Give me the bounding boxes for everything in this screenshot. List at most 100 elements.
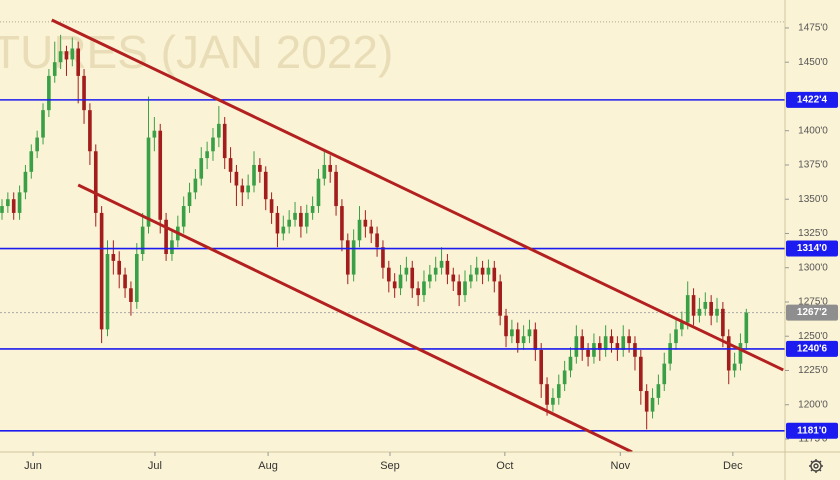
candle-body [498,281,502,316]
y-tick-label: 1375'0 [798,160,828,171]
candle-body [656,384,661,398]
candle-body [592,343,596,357]
candle-body [674,329,678,344]
candle-body [23,171,28,193]
candle-body [597,343,602,350]
candle-body [644,391,649,412]
candle-body [386,267,391,282]
candle-body [52,62,57,76]
candle-body [445,260,450,275]
candle-body [299,212,303,227]
candle-body [205,151,209,159]
candle-body [404,267,409,275]
candle-body [129,288,133,302]
candle-body [17,192,22,213]
candle-body [416,288,420,296]
candle-body [287,219,291,227]
candle-body [668,343,672,364]
candle-body [64,51,69,60]
candle-body [492,267,497,282]
candle-body [29,151,34,172]
candle-body [703,301,708,309]
candle-body [164,219,168,255]
candle-body [568,356,573,371]
level-label: 1422'4 [797,95,828,106]
level-label-box [786,240,838,257]
candle-body [0,206,4,213]
candle-body [398,274,403,289]
candle-body [515,329,520,344]
candle-body [697,308,702,316]
candle-body [615,343,620,350]
candle-body [345,240,350,275]
candle-body [580,336,585,350]
y-tick-label: 1200'0 [798,399,828,410]
candle-body [574,336,579,357]
x-tick-label: Sep [380,460,400,472]
candle-body [281,226,286,234]
candle-body [11,199,16,213]
candle-body [88,110,92,152]
candle-body [76,48,81,76]
y-tick-label: 1400'0 [798,125,828,136]
candle-body [293,212,297,220]
trend-line [51,18,784,372]
candle-body [123,274,127,289]
y-tick-label: 1275'0 [798,297,828,308]
candle-body [340,206,344,241]
x-tick-label: Dec [723,460,743,472]
candle-body [111,254,116,261]
candle-body [246,185,250,193]
level-label-box [786,340,838,357]
candle-body [146,137,151,227]
candle-body [47,75,51,111]
candle-body [539,349,544,385]
candle-body [721,308,725,337]
candle-body [662,363,667,385]
candle-body [562,370,567,385]
candle-body [457,281,461,296]
candle-body [551,397,555,405]
candle-body [234,171,239,186]
candle-body [228,158,233,172]
candle-body [527,329,532,337]
candle-body [650,397,655,412]
level-label: 1240'6 [797,344,828,355]
candle-body [609,336,614,344]
candle-body [685,295,690,323]
settings-icon[interactable] [809,459,823,473]
last-price-label: 1267'2 [797,307,828,318]
candle-body [252,164,256,186]
candle-body [199,158,204,179]
candle-body [691,295,696,316]
candle-body [428,274,432,282]
candle-body [732,363,737,371]
x-tick-label: Nov [611,460,631,472]
candle-body [680,322,684,330]
candle-body [369,226,374,234]
y-tick-label: 1325'0 [798,228,828,239]
candle-body [375,233,379,248]
candle-body [463,281,467,296]
candle-body [304,212,309,227]
y-tick-label: 1450'0 [798,57,828,68]
candle-body [410,267,415,289]
candle-body [35,137,39,152]
candle-body [275,212,280,234]
candle-body [152,130,157,138]
candle-body [556,384,561,398]
candle-body [510,329,514,337]
candle-body [310,206,315,213]
candle-body [222,123,227,159]
trend-line [77,183,633,452]
candle-body [621,336,626,350]
y-tick-label: 1475'0 [798,23,828,34]
candle-body [240,185,245,193]
candle-body [181,206,186,227]
x-tick-label: Jul [148,460,162,472]
candle-body [41,110,45,138]
candle-body [726,336,731,371]
candle-body [363,219,368,227]
